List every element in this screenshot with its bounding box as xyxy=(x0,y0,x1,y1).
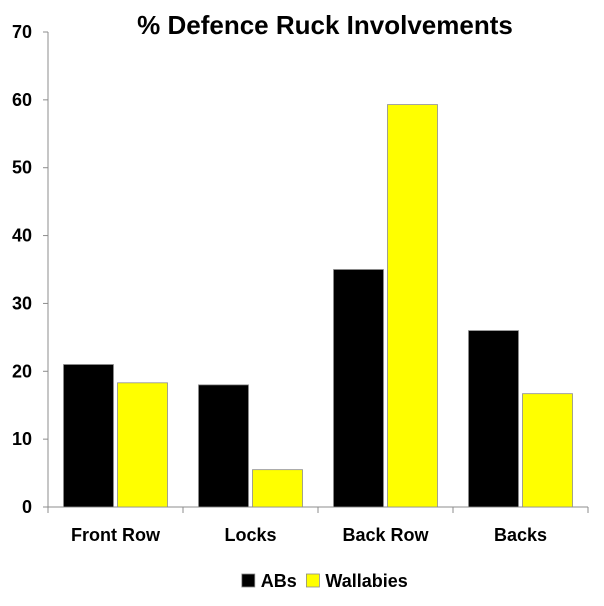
legend-label-abs: ABs xyxy=(261,571,297,591)
y-tick-label: 0 xyxy=(22,497,32,517)
bar-wallabies-back-row xyxy=(387,104,438,508)
legend: ABs Wallabies xyxy=(241,571,408,591)
y-tick-label: 10 xyxy=(12,429,32,449)
x-category-label: Back Row xyxy=(342,525,429,545)
bar-wallabies-locks xyxy=(252,469,303,508)
bar-abs-locks xyxy=(198,384,249,508)
bar-wallabies-backs xyxy=(522,393,573,508)
x-category-label: Front Row xyxy=(71,525,161,545)
legend-swatch-abs xyxy=(241,573,256,588)
y-tick-label: 70 xyxy=(12,22,32,42)
x-category-label: Locks xyxy=(224,525,276,545)
legend-swatch-wallabies xyxy=(305,573,320,588)
bar-abs-front-row xyxy=(63,364,114,508)
y-tick-label: 30 xyxy=(12,293,32,313)
bar-abs-backs xyxy=(468,330,519,508)
plot-area: 0 10 20 30 40 50 60 70 Front Row Locks Back Row Bac… xyxy=(12,22,589,545)
y-tick-label: 50 xyxy=(12,158,32,178)
bar-wallabies-front-row xyxy=(117,382,168,508)
bar-abs-back-row xyxy=(333,269,384,508)
y-tick-label: 60 xyxy=(12,90,32,110)
chart-title: % Defence Ruck Involvements xyxy=(137,10,513,40)
legend-label-wallabies: Wallabies xyxy=(325,571,407,591)
x-category-label: Backs xyxy=(494,525,547,545)
y-tick-label: 40 xyxy=(12,226,32,246)
y-tick-label: 20 xyxy=(12,361,32,381)
